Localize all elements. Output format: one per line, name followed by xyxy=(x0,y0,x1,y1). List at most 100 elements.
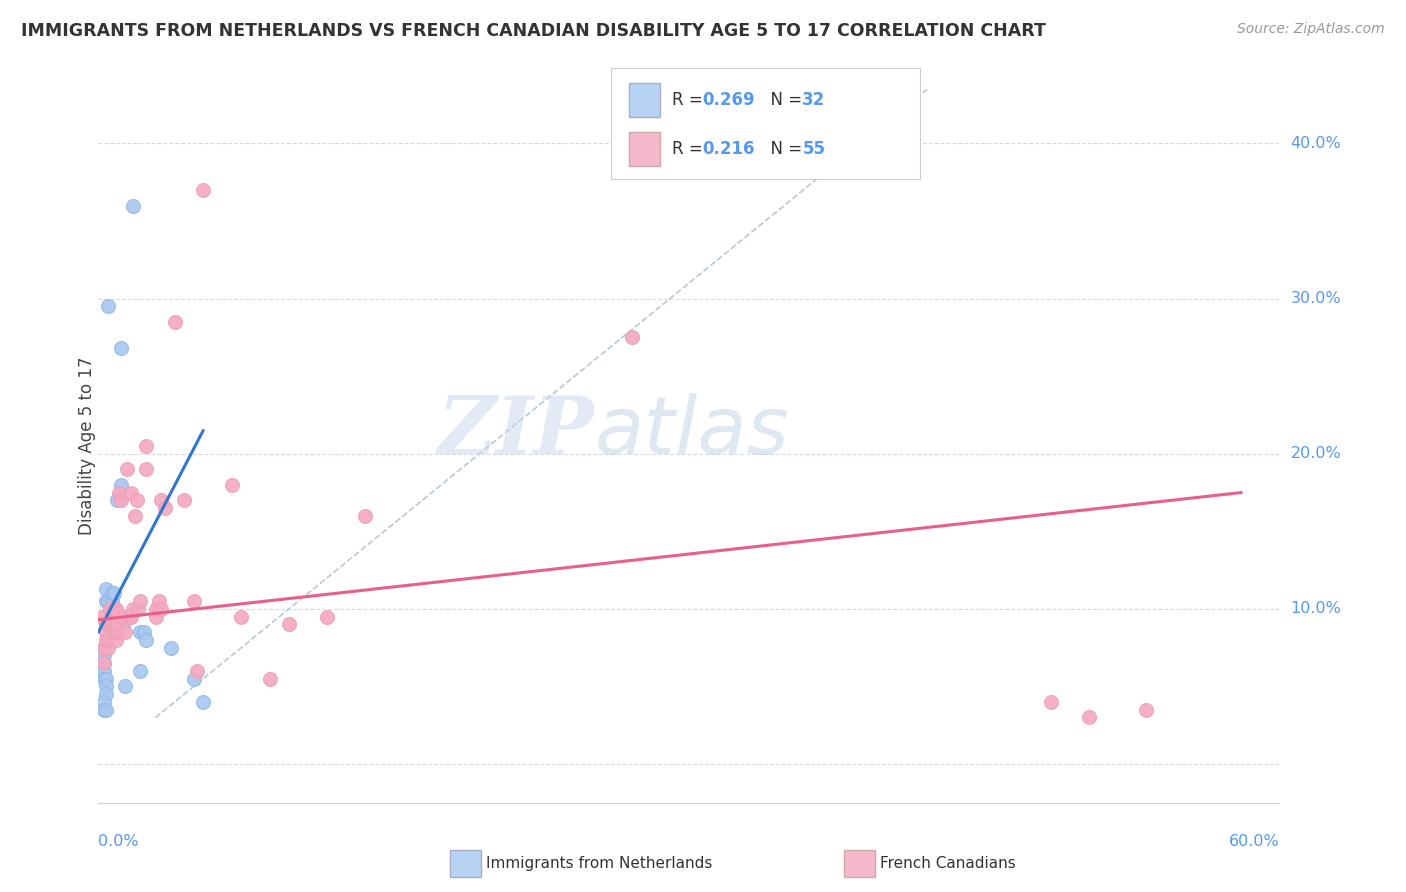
Text: 60.0%: 60.0% xyxy=(1229,834,1279,849)
Point xyxy=(145,602,167,616)
Point xyxy=(193,183,215,197)
Text: 0.0%: 0.0% xyxy=(98,834,139,849)
Point xyxy=(98,602,121,616)
Point xyxy=(1135,703,1157,717)
Point xyxy=(103,617,125,632)
Point xyxy=(114,625,136,640)
Point xyxy=(91,609,114,624)
Text: 55: 55 xyxy=(803,140,825,158)
Text: R =: R = xyxy=(672,91,707,109)
Point xyxy=(110,617,132,632)
Point xyxy=(94,625,117,640)
Point xyxy=(135,462,157,476)
Point xyxy=(135,632,157,647)
Text: atlas: atlas xyxy=(595,392,789,471)
Point xyxy=(104,625,127,640)
Point xyxy=(103,586,125,600)
Point xyxy=(186,664,208,678)
Point xyxy=(120,609,142,624)
Point xyxy=(183,594,205,608)
Point xyxy=(93,640,115,655)
Text: IMMIGRANTS FROM NETHERLANDS VS FRENCH CANADIAN DISABILITY AGE 5 TO 17 CORRELATIO: IMMIGRANTS FROM NETHERLANDS VS FRENCH CA… xyxy=(21,22,1046,40)
Text: 0.269: 0.269 xyxy=(703,91,755,109)
Point xyxy=(93,695,115,709)
Point xyxy=(103,625,125,640)
Point xyxy=(221,477,243,491)
Point xyxy=(103,602,125,616)
Point xyxy=(316,609,339,624)
Point xyxy=(104,632,127,647)
Point xyxy=(108,485,131,500)
Point xyxy=(107,617,129,632)
Text: 10.0%: 10.0% xyxy=(1291,601,1341,616)
Text: Source: ZipAtlas.com: Source: ZipAtlas.com xyxy=(1237,22,1385,37)
Point xyxy=(93,664,115,678)
Point xyxy=(93,648,115,663)
Point xyxy=(121,602,143,616)
Point xyxy=(124,508,146,523)
Point xyxy=(110,341,132,355)
Point xyxy=(118,609,141,624)
Point xyxy=(150,493,173,508)
Text: N =: N = xyxy=(761,91,807,109)
Text: R =: R = xyxy=(672,140,707,158)
Point xyxy=(129,594,152,608)
Point xyxy=(100,594,122,608)
Text: Immigrants from Netherlands: Immigrants from Netherlands xyxy=(486,856,713,871)
Point xyxy=(93,672,115,686)
Point xyxy=(107,625,129,640)
Point xyxy=(163,315,186,329)
Point xyxy=(94,687,117,701)
Text: French Canadians: French Canadians xyxy=(880,856,1017,871)
Point xyxy=(159,640,181,655)
Point xyxy=(93,656,115,670)
Point xyxy=(97,594,120,608)
Point xyxy=(129,664,152,678)
Point xyxy=(97,632,120,647)
Point xyxy=(110,477,132,491)
Point xyxy=(94,617,117,632)
Point xyxy=(97,299,120,313)
Point xyxy=(100,609,122,624)
Point xyxy=(145,609,167,624)
Text: 0.216: 0.216 xyxy=(703,140,755,158)
Point xyxy=(129,625,152,640)
Point xyxy=(354,508,377,523)
Point xyxy=(93,640,115,655)
Point xyxy=(94,582,117,596)
Point xyxy=(1078,710,1101,724)
Point xyxy=(107,493,129,508)
Point xyxy=(110,493,132,508)
Point xyxy=(120,485,142,500)
Point xyxy=(148,594,170,608)
Point xyxy=(127,602,149,616)
Point xyxy=(94,680,117,694)
Point xyxy=(93,656,115,670)
Point xyxy=(94,703,117,717)
Point xyxy=(134,625,156,640)
Point xyxy=(153,501,176,516)
Point xyxy=(112,609,135,624)
Point xyxy=(94,672,117,686)
Point xyxy=(183,672,205,686)
Point xyxy=(93,703,115,717)
Point xyxy=(104,602,127,616)
Point xyxy=(114,680,136,694)
Point xyxy=(150,602,173,616)
Point xyxy=(100,617,122,632)
Point xyxy=(94,632,117,647)
Text: 32: 32 xyxy=(803,91,825,109)
Point xyxy=(100,586,122,600)
Point xyxy=(94,594,117,608)
Text: 20.0%: 20.0% xyxy=(1291,446,1341,461)
Point xyxy=(97,640,120,655)
Point xyxy=(135,439,157,453)
Point xyxy=(1039,695,1062,709)
Point xyxy=(173,493,195,508)
Text: N =: N = xyxy=(761,140,807,158)
Point xyxy=(115,462,138,476)
Text: 40.0%: 40.0% xyxy=(1291,136,1341,151)
Point xyxy=(125,493,148,508)
Y-axis label: Disability Age 5 to 17: Disability Age 5 to 17 xyxy=(79,357,96,535)
Point xyxy=(193,695,215,709)
